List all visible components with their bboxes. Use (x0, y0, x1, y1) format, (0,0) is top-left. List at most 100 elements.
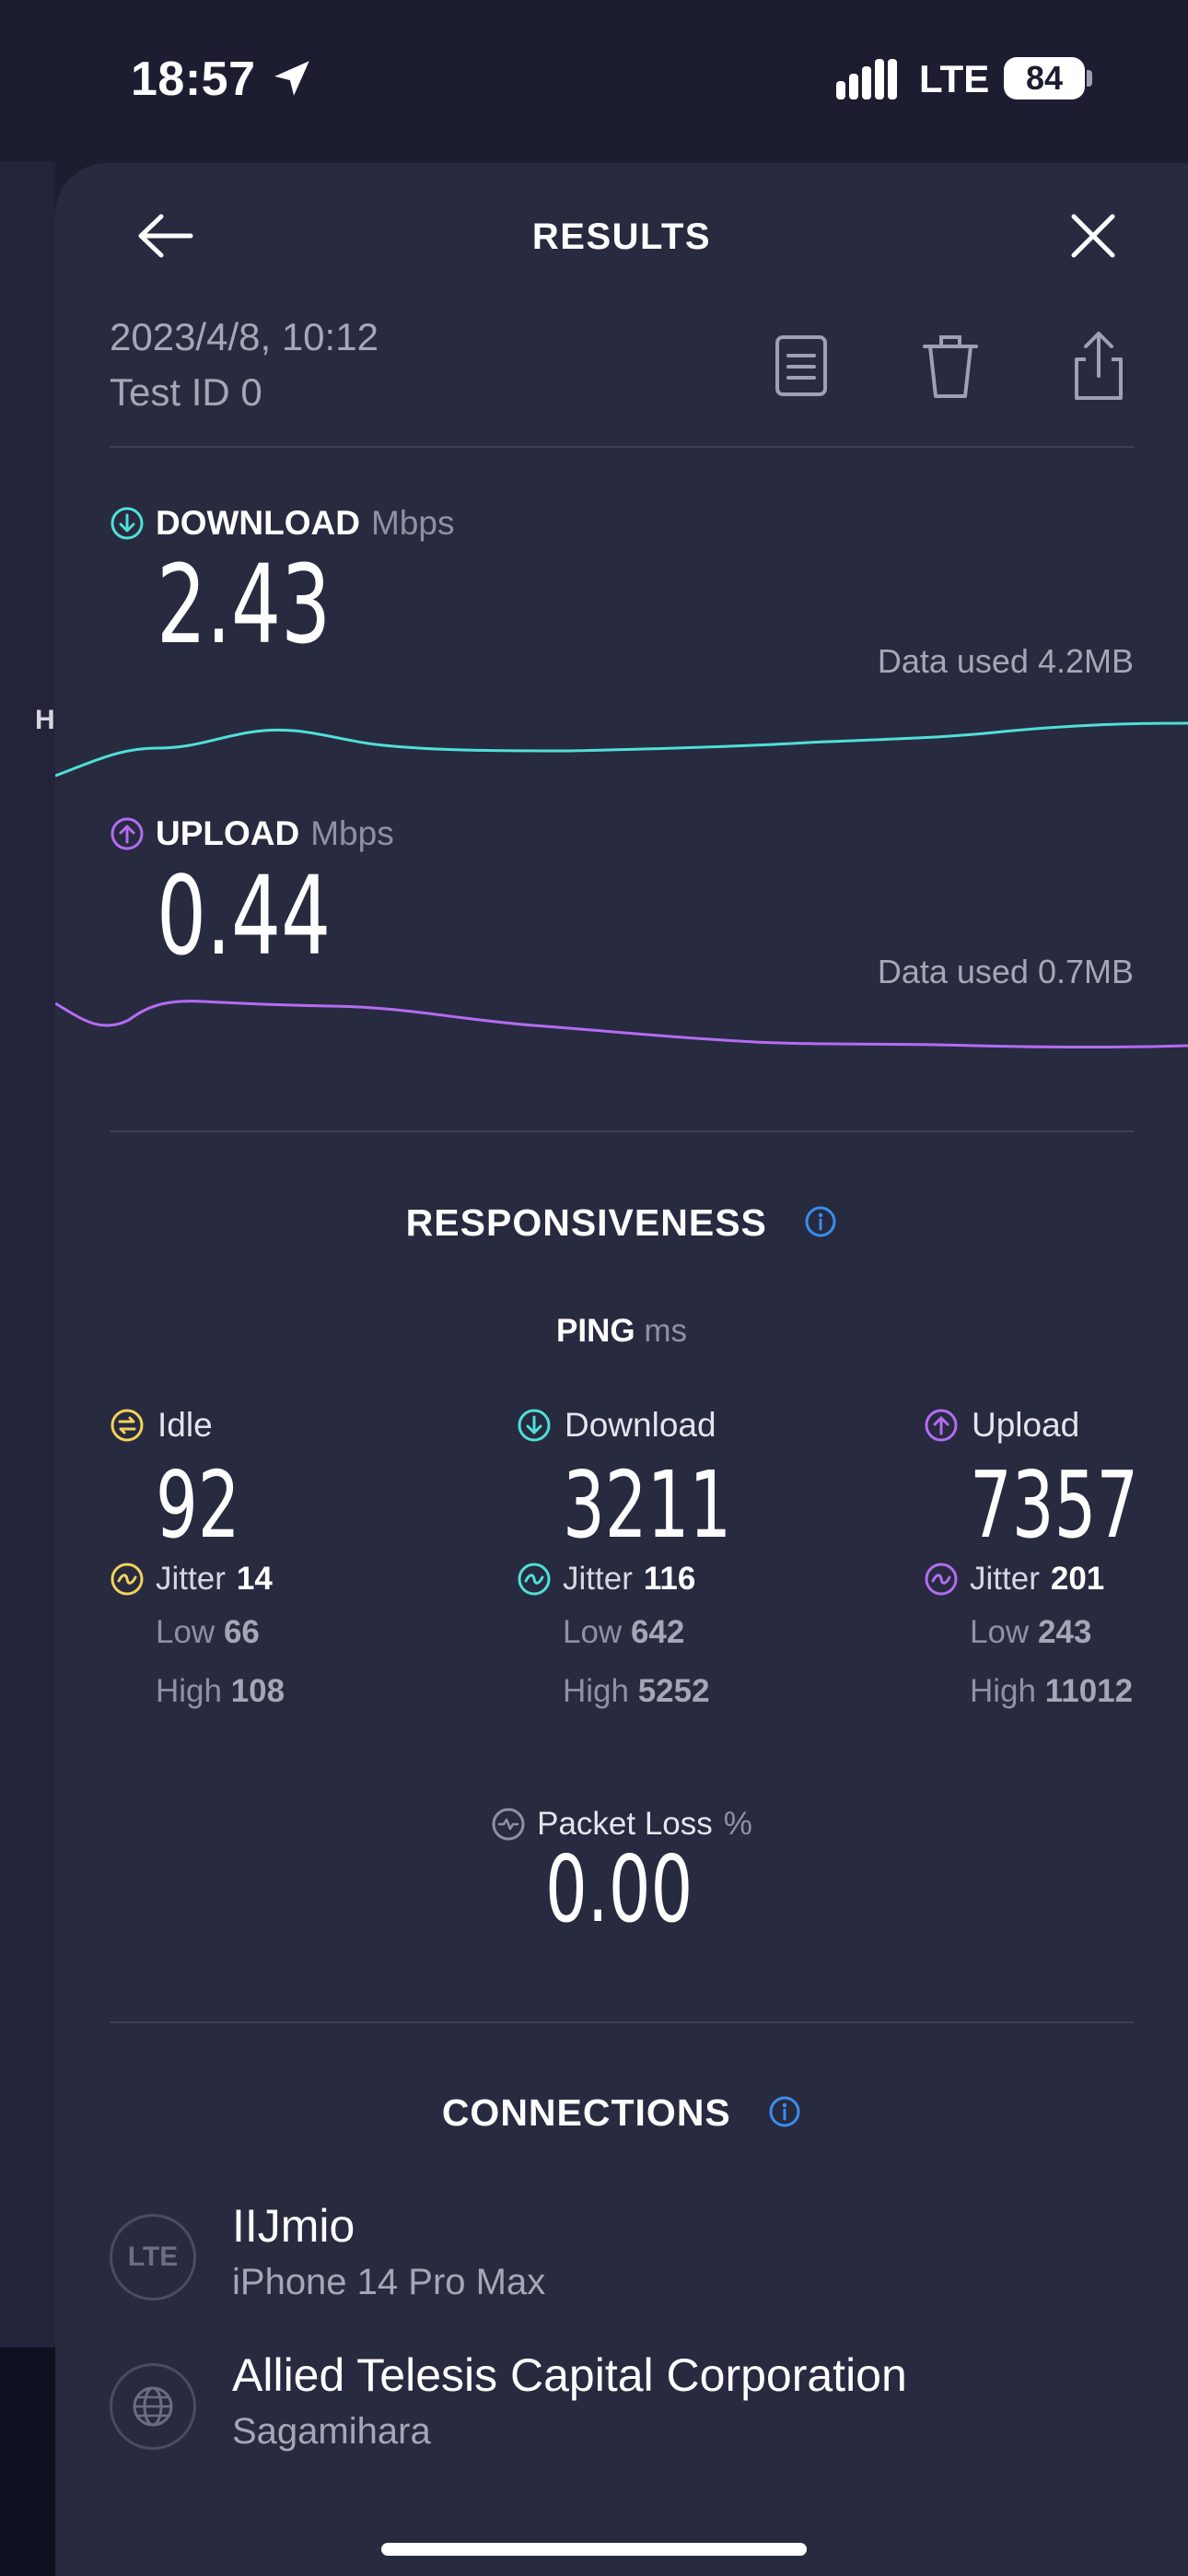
high-label: High (563, 1673, 629, 1709)
packet-loss-title: Packet Loss (537, 1806, 713, 1842)
background-page (0, 161, 55, 2354)
upload-arrow-icon (111, 817, 144, 850)
download-value: 2.43 (157, 541, 332, 668)
divider (110, 446, 1134, 448)
test-date: 2023/4/8, 10:12 (110, 315, 379, 358)
upload-label: UPLOAD Mbps (110, 814, 394, 853)
jitter-icon (518, 1563, 551, 1596)
packet-loss-label: Packet Loss % (55, 1806, 1188, 1843)
connections-title: CONNECTIONS (441, 2091, 731, 2134)
idle-high-value: 108 (230, 1673, 285, 1709)
download-ping-header: Download (517, 1402, 821, 1448)
low-label: Low (156, 1614, 215, 1650)
download-arrow-icon (518, 1409, 551, 1442)
upload-arrow-icon (925, 1409, 958, 1442)
ping-unit: ms (644, 1313, 687, 1349)
share-icon[interactable] (1062, 324, 1136, 407)
download-high-value: 5252 (637, 1673, 710, 1709)
ping-column-download: Download 3211 Jitter 116 Low 642 High 52… (517, 1402, 821, 1721)
upload-title: UPLOAD (156, 814, 300, 852)
status-time: 18:57 (131, 53, 256, 106)
low-label: Low (970, 1614, 1030, 1650)
status-bar: 18:57 LTE 84 (0, 0, 1188, 157)
upload-jitter-value: 201 (1050, 1561, 1105, 1597)
close-icon[interactable] (1052, 194, 1135, 277)
back-arrow-icon[interactable] (124, 194, 207, 277)
packet-loss-unit: % (723, 1806, 752, 1842)
divider (110, 1130, 1134, 1132)
jitter-label: Jitter (563, 1561, 633, 1597)
device-name: iPhone 14 Pro Max (232, 2262, 546, 2302)
upload-jitter: Jitter 201 (924, 1555, 1188, 1603)
background-partial-text: H (35, 705, 55, 735)
upload-data-used: Data used 0.7MB (877, 953, 1134, 990)
upload-ping-label: Upload (972, 1406, 1080, 1444)
battery-cap (1087, 70, 1092, 87)
idle-jitter: Jitter 14 (110, 1555, 413, 1603)
upload-low: Low 243 (970, 1603, 1188, 1662)
jitter-icon (925, 1563, 958, 1596)
lte-connection-icon: LTE (110, 2214, 196, 2301)
ping-column-upload: Upload 7357 Jitter 201 Low 243 High 1101… (924, 1402, 1188, 1721)
location-arrow-icon (274, 61, 309, 96)
jitter-icon (111, 1563, 144, 1596)
test-id: Test ID 0 (110, 370, 262, 414)
idle-ping-value: 92 (156, 1451, 240, 1559)
low-label: Low (563, 1614, 623, 1650)
upload-speed-graph (55, 1000, 1188, 1048)
signal-bars-icon (836, 59, 897, 100)
server-name: Allied Telesis Capital Corporation (232, 2349, 907, 2401)
idle-icon (111, 1409, 144, 1442)
upload-value: 0.44 (157, 852, 332, 979)
results-sheet: RESULTS 2023/4/8, 10:12 Test ID 0 DOWNLO… (55, 163, 1188, 2576)
ping-column-idle: Idle 92 Jitter 14 Low 66 High 108 (110, 1402, 413, 1721)
download-low: Low 642 (563, 1603, 821, 1662)
server-location: Sagamihara (232, 2411, 431, 2452)
idle-jitter-value: 14 (236, 1561, 273, 1597)
high-label: High (156, 1673, 222, 1709)
idle-high: High 108 (156, 1662, 413, 1721)
background-page-bottom (0, 2348, 57, 2576)
upload-high-value: 11012 (1044, 1673, 1134, 1709)
network-type: LTE (919, 57, 990, 100)
carrier-name: IIJmio (232, 2200, 355, 2252)
divider (110, 2021, 1134, 2023)
ping-heading: PING ms (55, 1313, 1188, 1350)
ping-label: PING (556, 1313, 635, 1349)
upload-unit: Mbps (310, 814, 394, 852)
upload-low-value: 243 (1037, 1614, 1092, 1650)
idle-label: Idle (157, 1406, 213, 1444)
download-jitter: Jitter 116 (517, 1555, 821, 1603)
download-label: DOWNLOAD Mbps (110, 504, 454, 543)
upload-ping-value: 7357 (970, 1451, 1139, 1559)
upload-ping-header: Upload (924, 1402, 1188, 1448)
info-icon[interactable] (768, 2095, 801, 2128)
globe-icon (110, 2363, 196, 2450)
packet-loss-value: 0.00 (545, 1835, 693, 1943)
connections-heading: CONNECTIONS (55, 2091, 1188, 2135)
report-icon[interactable] (764, 324, 838, 407)
trash-icon[interactable] (914, 324, 987, 407)
download-ping-label: Download (565, 1406, 716, 1444)
packet-loss-icon (492, 1808, 525, 1841)
high-label: High (970, 1673, 1036, 1709)
download-ping-value: 3211 (563, 1451, 732, 1559)
download-high: High 5252 (563, 1662, 821, 1721)
idle-header: Idle (110, 1402, 413, 1448)
info-icon[interactable] (804, 1205, 837, 1238)
responsiveness-title: RESPONSIVENESS (405, 1201, 767, 1244)
idle-low-value: 66 (223, 1614, 260, 1650)
jitter-label: Jitter (156, 1561, 226, 1597)
battery-icon: 84 (1004, 57, 1085, 100)
download-data-used: Data used 4.2MB (877, 642, 1134, 680)
download-arrow-icon (111, 507, 144, 540)
page-title: RESULTS (531, 217, 712, 257)
home-indicator[interactable] (381, 2543, 807, 2556)
download-speed-graph (55, 721, 1188, 778)
download-title: DOWNLOAD (156, 504, 360, 542)
idle-low: Low 66 (156, 1603, 413, 1662)
download-jitter-value: 116 (643, 1561, 696, 1597)
upload-high: High 11012 (970, 1662, 1188, 1721)
jitter-label: Jitter (970, 1561, 1040, 1597)
download-low-value: 642 (630, 1614, 685, 1650)
